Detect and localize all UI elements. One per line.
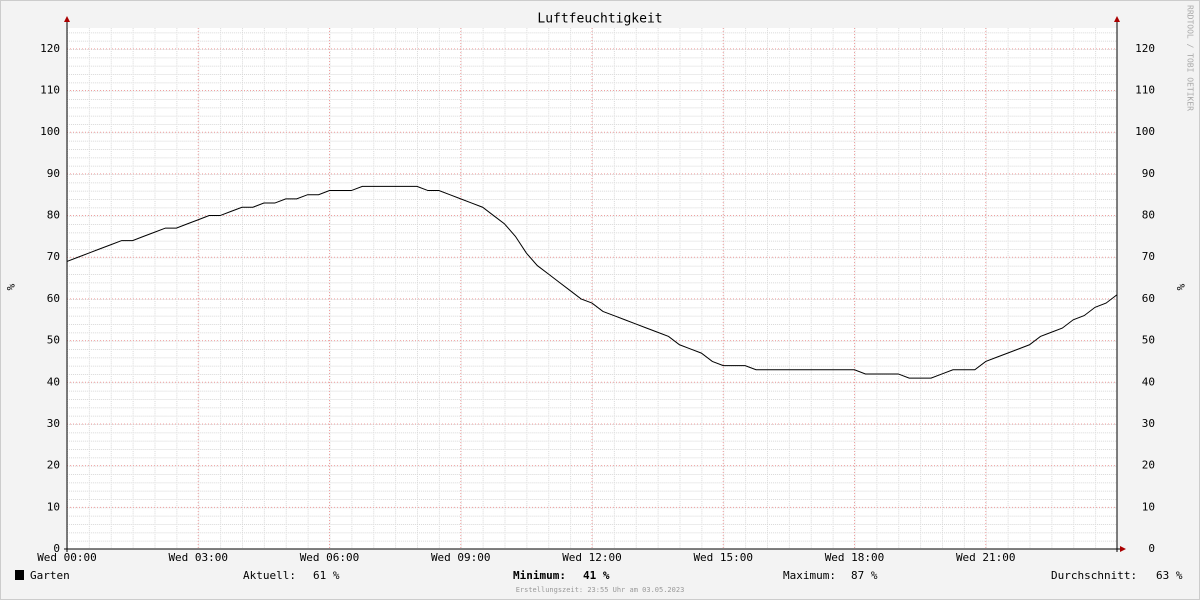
- y-tick-label: 40: [47, 375, 60, 388]
- y-tick-label: 90: [47, 167, 60, 180]
- x-tick-label: Wed 21:00: [956, 551, 1016, 564]
- x-tick-label: Wed 15:00: [693, 551, 753, 564]
- axis-arrow: [1114, 16, 1120, 22]
- stat-label: Maximum:: [783, 569, 836, 582]
- stat-label: Durchschnitt:: [1051, 569, 1137, 582]
- x-tick-label: Wed 18:00: [825, 551, 885, 564]
- axis-arrow: [64, 16, 70, 22]
- x-tick-label: Wed 00:00: [37, 551, 97, 564]
- legend-swatch: [15, 570, 24, 580]
- y-tick-label-right: 70: [1142, 250, 1155, 263]
- x-tick-label: Wed 12:00: [562, 551, 622, 564]
- y-tick-label-right: 20: [1142, 459, 1155, 472]
- chart-title: Luftfeuchtigkeit: [537, 12, 662, 27]
- y-tick-label-right: 60: [1142, 292, 1155, 305]
- y-tick-label-right: 80: [1142, 209, 1155, 222]
- x-tick-label: Wed 09:00: [431, 551, 491, 564]
- stat-value: 87 %: [851, 569, 878, 582]
- y-tick-label: 110: [40, 84, 60, 97]
- x-tick-label: Wed 06:00: [300, 551, 360, 564]
- data-line: [66, 185, 1118, 379]
- y-tick-label: 10: [47, 500, 60, 513]
- stat-value: 63 %: [1156, 569, 1183, 582]
- x-tick-label: Wed 03:00: [168, 551, 228, 564]
- y-tick-label: 100: [40, 125, 60, 138]
- y-tick-label: 30: [47, 417, 60, 430]
- stat-value: 41 %: [583, 569, 610, 582]
- footer: Erstellungszeit: 23:55 Uhr am 03.05.2023: [516, 586, 685, 594]
- y-tick-label: 60: [47, 292, 60, 305]
- y-tick-label-right: 120: [1135, 42, 1155, 55]
- y-axis-label: %: [4, 284, 17, 291]
- stat-value: 61 %: [313, 569, 340, 582]
- y-axis-label-right: %: [1174, 284, 1187, 291]
- y-tick-label-right: 10: [1142, 500, 1155, 513]
- y-tick-label: 70: [47, 250, 60, 263]
- y-tick-label: 20: [47, 459, 60, 472]
- y-tick-label-right: 30: [1142, 417, 1155, 430]
- watermark: RRDTOOL / TOBI OETIKER: [1186, 5, 1195, 111]
- y-tick-label-right: 0: [1148, 542, 1155, 555]
- y-tick-label: 120: [40, 42, 60, 55]
- minor-grid: [67, 28, 1117, 549]
- y-tick-label: 50: [47, 334, 60, 347]
- y-tick-label: 0: [53, 542, 60, 555]
- y-tick-label-right: 50: [1142, 334, 1155, 347]
- legend-label: Garten: [30, 569, 70, 582]
- y-tick-label: 80: [47, 209, 60, 222]
- y-tick-label-right: 110: [1135, 84, 1155, 97]
- axis-arrow: [1120, 546, 1126, 552]
- stat-label: Minimum:: [513, 569, 566, 582]
- stat-label: Aktuell:: [243, 569, 296, 582]
- y-tick-label-right: 40: [1142, 375, 1155, 388]
- y-tick-label-right: 90: [1142, 167, 1155, 180]
- y-tick-label-right: 100: [1135, 125, 1155, 138]
